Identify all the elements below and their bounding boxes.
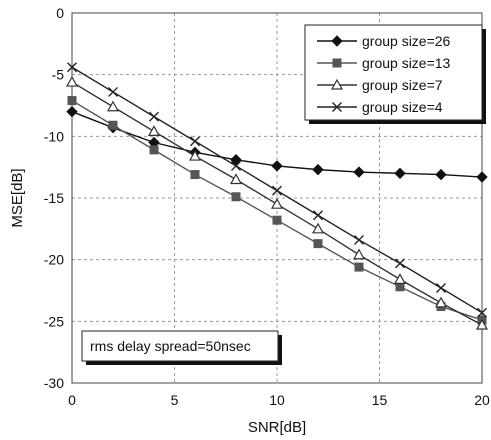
data-point [313,210,323,221]
y-tick-label: -5 [52,67,65,83]
y-tick-label: 0 [56,5,64,21]
data-point [475,318,489,330]
legend-entry: group size=7 [317,77,443,93]
data-point [231,160,241,171]
data-point [311,222,325,234]
legend-entry: group size=26 [317,33,451,49]
data-point [477,307,487,318]
data-point [106,100,120,112]
data-point [272,215,282,225]
data-point [66,105,78,118]
series-3 [65,75,489,330]
y-tick-label: -10 [44,128,64,144]
data-point [108,86,118,97]
data-point [312,163,324,176]
data-point [67,96,77,106]
annotation-box [81,330,279,362]
data-point [149,145,159,155]
legend-label: group size=26 [362,33,451,49]
x-tick-label: 15 [372,392,388,408]
series-layer [65,62,489,330]
data-point [108,120,118,130]
legend-marker [332,58,342,68]
data-point [271,160,283,172]
x-tick-label: 20 [474,392,490,408]
data-point [313,239,323,249]
plot-frame [71,12,483,384]
annotation-text: rms delay spread=50nsec [90,338,251,354]
data-point [436,283,446,294]
annotation: rms delay spread=50nsec [81,330,282,365]
y-axis-ticks: 0 -5 -10 -15 -20 -25 -30 [44,5,64,391]
data-point [393,273,407,284]
legend-entry: group size=4 [317,99,443,115]
y-tick-label: -20 [44,252,64,268]
data-point [231,192,241,202]
data-point [353,166,365,178]
y-tick-label: -30 [44,375,64,391]
series-2 [67,96,487,325]
x-tick-label: 10 [269,392,285,408]
legend-entry: group size=13 [317,55,451,71]
data-point [67,62,77,73]
data-point [270,197,284,209]
y-tick-label: -25 [44,313,64,329]
data-point [229,173,243,185]
legend-marker [331,35,343,47]
series-4 [67,62,487,318]
data-point [190,136,200,147]
data-point [395,258,405,269]
data-point [149,111,159,122]
data-point [352,248,366,260]
x-tick-label: 0 [68,392,76,408]
data-point [435,168,447,181]
data-point [354,234,364,245]
x-axis-ticks: 0 5 10 15 20 [68,392,490,408]
data-point [272,185,282,196]
data-point [476,171,488,183]
data-point [190,170,200,180]
x-tick-label: 5 [171,392,179,408]
legend-label: group size=7 [362,77,443,93]
data-point [394,167,406,180]
legend-marker [332,102,342,112]
data-point [188,149,202,161]
x-axis-title: SNR[dB] [248,419,306,436]
data-point [434,296,448,308]
legend-label: group size=13 [362,55,451,71]
legend-marker [330,78,344,90]
data-point [65,75,79,87]
data-point [147,125,161,136]
y-tick-label: -15 [44,190,64,206]
legend: group size=26 group size=13 group size=7 gr… [304,24,486,124]
data-point [354,262,364,272]
y-axis-title: MSE[dB] [9,168,26,227]
legend-label: group size=4 [362,99,443,115]
data-point [230,154,242,166]
